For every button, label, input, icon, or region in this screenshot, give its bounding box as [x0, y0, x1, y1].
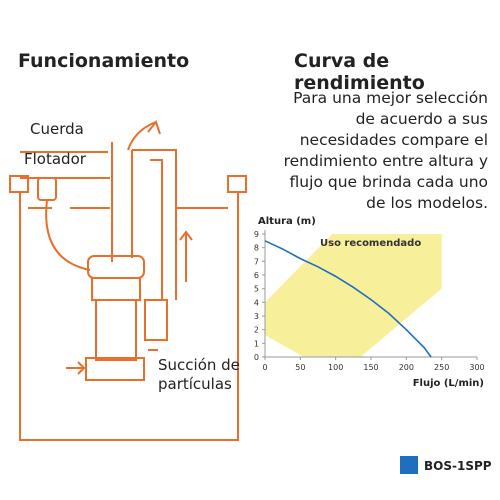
y-tick-label: 7 — [254, 257, 259, 266]
right-title-text: Curva de rendimiento — [294, 50, 425, 94]
y-tick-label: 4 — [254, 298, 259, 307]
performance-curve — [264, 240, 432, 358]
y-tick-label: 0 — [254, 353, 259, 362]
y-tick-label: 1 — [254, 339, 259, 348]
legend-swatch — [400, 456, 418, 474]
y-tick-label: 6 — [254, 271, 259, 280]
x-axis-label: Flujo (L/min) — [413, 378, 484, 389]
y-tick-label: 8 — [254, 244, 259, 253]
legend-label: BOS-1SPP — [424, 459, 492, 473]
right-title: Curva de rendimiento — [294, 50, 500, 94]
x-tick-label: 100 — [328, 363, 343, 372]
y-tick-label: 5 — [254, 285, 259, 294]
left-title-text: Funcionamiento — [18, 50, 190, 72]
y-tick-label: 9 — [254, 230, 259, 239]
x-tick-label: 50 — [295, 363, 305, 372]
y-tick-label: 3 — [254, 312, 259, 321]
recommended-zone — [265, 234, 442, 357]
y-tick-label: 2 — [254, 326, 259, 335]
x-tick-label: 250 — [434, 363, 449, 372]
x-tick-label: 200 — [399, 363, 414, 372]
left-title: Funcionamiento — [18, 50, 189, 72]
label-flotador: Flotador — [24, 150, 86, 168]
y-axis-label: Altura (m) — [258, 216, 316, 227]
x-tick-label: 150 — [363, 363, 378, 372]
description: Para una mejor selección de acuerdo a su… — [283, 89, 488, 212]
x-tick-label: 0 — [262, 363, 267, 372]
label-succion: Succión de partículas — [158, 356, 240, 393]
label-cuerda: Cuerda — [30, 120, 84, 138]
x-tick-label: 300 — [469, 363, 484, 372]
tank-drawing — [9, 119, 247, 441]
zone-label: Uso recomendado — [320, 238, 421, 249]
